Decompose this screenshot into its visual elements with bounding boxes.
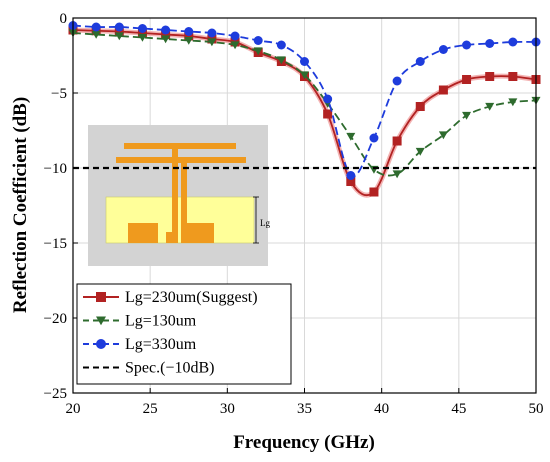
series-2-point [485,39,495,48]
series-1-point [114,32,124,41]
series-0-point [508,72,518,81]
legend-marker-1 [96,316,106,326]
series-2-point [462,40,472,50]
series-2-point [91,22,101,32]
series-2-point [508,37,518,47]
inset-right-pad [184,223,214,243]
x-tick-label: 20 [66,401,81,417]
series-1-line [72,32,537,177]
y-tick-label: −20 [44,311,67,327]
series-layer [68,21,541,198]
x-tick-label: 25 [143,401,158,417]
series-0-point [415,102,425,111]
series-0-point [346,177,356,186]
series-0-point [485,72,495,81]
x-axis-title: Frequency (GHz) [233,432,375,453]
legend-marker-0 [96,292,106,302]
series-2-point [253,36,263,45]
series-2-point [184,27,194,36]
y-axis-title: Reflection Coefficient (dB) [10,97,31,313]
series-2-point [114,22,124,32]
y-tick-label: 0 [60,11,68,27]
series-2-point [323,94,333,104]
series-0-point [438,85,448,95]
series-2 [68,21,541,180]
series-2-point [276,40,286,50]
series-1-point [230,41,240,50]
series-1-point [508,98,518,107]
x-tick-label: 50 [529,401,544,417]
series-1-point [485,102,495,111]
series-1-point [392,170,402,179]
series-2-point [346,171,356,180]
series-1-point [300,71,309,80]
series-0-point [462,75,472,84]
series-2-line [72,24,537,178]
inset-gap-pad [166,232,173,243]
x-tick-label: 45 [451,401,466,417]
series-1-point [276,56,286,65]
legend-label-2: Lg=330um [125,336,197,353]
series-2-point [137,24,147,33]
series-2-point [300,57,309,66]
legend: Lg=230um(Suggest) Lg=130um Lg=330um Spec.(−… [76,283,292,385]
x-tick-label: 40 [374,401,389,417]
series-2-point [207,28,217,38]
series-0-point [392,136,402,146]
antenna-structure-inset: Lg [88,125,270,266]
series-2-point [161,25,171,35]
series-2-point [415,57,425,66]
series-0-point [369,187,379,197]
series-1-point [137,33,147,42]
series-1-point [207,38,217,47]
series-2-point [392,76,402,86]
series-1-point [184,36,194,45]
series-0-point [323,109,333,119]
inset-top-bar [124,143,236,149]
y-tick-label: −15 [44,236,67,252]
series-1-point [91,30,101,39]
y-tick-label: −5 [51,86,67,102]
series-1-point [346,132,356,141]
inset-left-stem [172,149,178,243]
legend-label-3: Spec.(−10dB) [125,360,214,377]
x-tick-label: 35 [297,401,312,417]
series-2-point [438,45,448,54]
series-1-point [462,111,472,120]
legend-label-0: Lg=230um(Suggest) [125,289,258,306]
series-2-point [369,133,379,143]
legend-marker-2 [96,339,106,349]
series-1-point [415,147,425,156]
y-tick-label: −10 [44,161,67,177]
legend-label-1: Lg=130um [125,313,197,330]
x-tick-label: 30 [220,401,235,417]
series-1-point [438,131,448,140]
inset-left-pad [128,223,158,243]
series-2-point [230,31,240,41]
legend-box [76,283,292,385]
series-1-point [161,35,171,44]
inset-lg-label: Lg [260,218,270,228]
series-1-point [253,47,263,56]
axis-ticks: 20 25 30 35 40 45 50 0 −5 −10 −15 −20 −25 [44,11,544,417]
y-tick-label: −25 [44,386,67,402]
inset-right-stem [181,157,187,243]
